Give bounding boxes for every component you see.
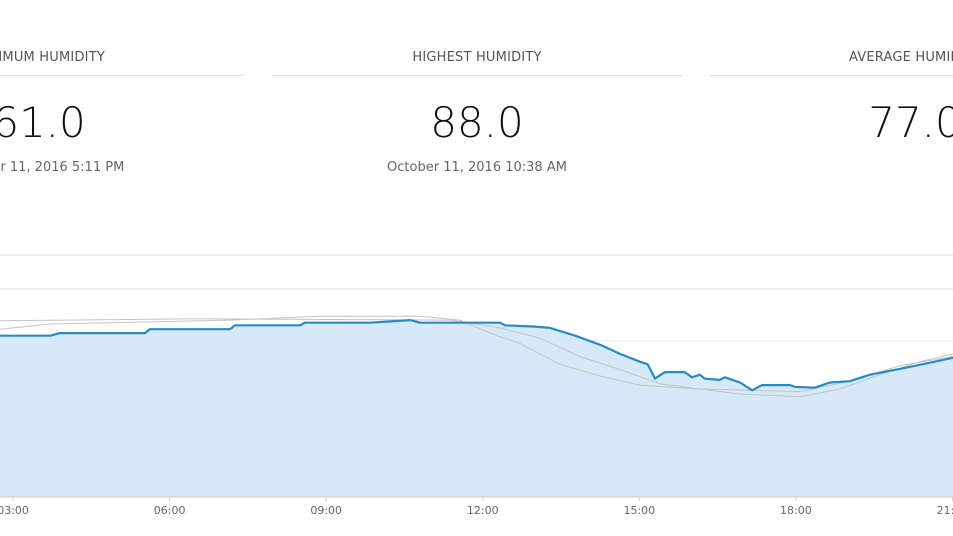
x-tick-label: 12:00 xyxy=(467,504,499,517)
x-tick-label: 18:00 xyxy=(780,504,812,517)
stat-rule xyxy=(0,75,244,76)
stat-title: MINIMUM HUMIDITY xyxy=(0,50,105,65)
stat-title: HIGHEST HUMIDITY xyxy=(412,50,542,65)
x-tick-label: 09:00 xyxy=(310,504,342,517)
stat-value: 77.0 xyxy=(868,98,953,147)
stat-rule xyxy=(710,75,953,76)
stat-value: 88.0 xyxy=(430,98,524,147)
stat-title: AVERAGE HUMIDITY xyxy=(848,50,953,65)
line xyxy=(0,319,953,392)
stat-card: AVERAGE HUMIDITY 77.0 xyxy=(710,0,953,200)
x-tick-label: 21:00 xyxy=(937,504,953,517)
line xyxy=(0,315,953,398)
x-tick-label: 03:00 xyxy=(0,504,29,517)
x-tick-label: 15:00 xyxy=(623,504,655,517)
stat-time: October 11, 2016 10:38 AM xyxy=(387,160,567,175)
stat-time: October 11, 2016 5:11 PM xyxy=(0,160,125,175)
stat-value: 61.0 xyxy=(0,98,86,147)
area xyxy=(0,320,953,497)
stat-card: MINIMUM HUMIDITY 61.0 October 11, 2016 5… xyxy=(0,0,244,200)
stat-card: HIGHEST HUMIDITY 88.0 October 11, 2016 1… xyxy=(272,0,682,200)
stat-rule xyxy=(272,75,682,76)
x-tick-label: 06:00 xyxy=(154,504,186,517)
